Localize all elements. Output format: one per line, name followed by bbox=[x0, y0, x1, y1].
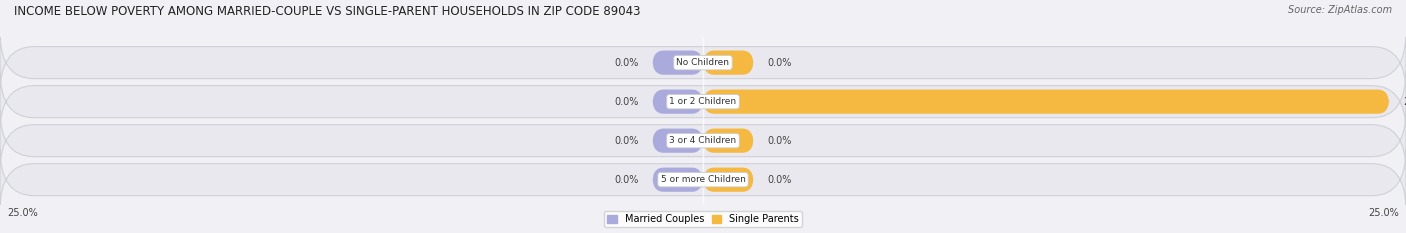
FancyBboxPatch shape bbox=[652, 129, 703, 153]
FancyBboxPatch shape bbox=[703, 129, 754, 153]
Text: 3 or 4 Children: 3 or 4 Children bbox=[669, 136, 737, 145]
Text: 25.0%: 25.0% bbox=[7, 209, 38, 218]
FancyBboxPatch shape bbox=[652, 51, 703, 75]
FancyBboxPatch shape bbox=[703, 89, 1389, 114]
FancyBboxPatch shape bbox=[652, 89, 703, 114]
FancyBboxPatch shape bbox=[652, 168, 703, 192]
Text: 1 or 2 Children: 1 or 2 Children bbox=[669, 97, 737, 106]
Text: 5 or more Children: 5 or more Children bbox=[661, 175, 745, 184]
Text: Source: ZipAtlas.com: Source: ZipAtlas.com bbox=[1288, 5, 1392, 15]
Text: No Children: No Children bbox=[676, 58, 730, 67]
Text: 0.0%: 0.0% bbox=[768, 136, 792, 146]
Text: 0.0%: 0.0% bbox=[768, 58, 792, 68]
FancyBboxPatch shape bbox=[0, 32, 1406, 93]
FancyBboxPatch shape bbox=[0, 110, 1406, 171]
Text: 0.0%: 0.0% bbox=[768, 175, 792, 185]
FancyBboxPatch shape bbox=[0, 71, 1406, 133]
Text: 0.0%: 0.0% bbox=[614, 58, 638, 68]
FancyBboxPatch shape bbox=[0, 149, 1406, 210]
FancyBboxPatch shape bbox=[703, 51, 754, 75]
Text: 0.0%: 0.0% bbox=[614, 175, 638, 185]
Text: 25.0%: 25.0% bbox=[1368, 209, 1399, 218]
Text: 0.0%: 0.0% bbox=[614, 136, 638, 146]
Text: 0.0%: 0.0% bbox=[614, 97, 638, 107]
FancyBboxPatch shape bbox=[703, 168, 754, 192]
Text: 24.4%: 24.4% bbox=[1403, 97, 1406, 107]
Text: INCOME BELOW POVERTY AMONG MARRIED-COUPLE VS SINGLE-PARENT HOUSEHOLDS IN ZIP COD: INCOME BELOW POVERTY AMONG MARRIED-COUPL… bbox=[14, 5, 641, 18]
Legend: Married Couples, Single Parents: Married Couples, Single Parents bbox=[603, 211, 803, 227]
